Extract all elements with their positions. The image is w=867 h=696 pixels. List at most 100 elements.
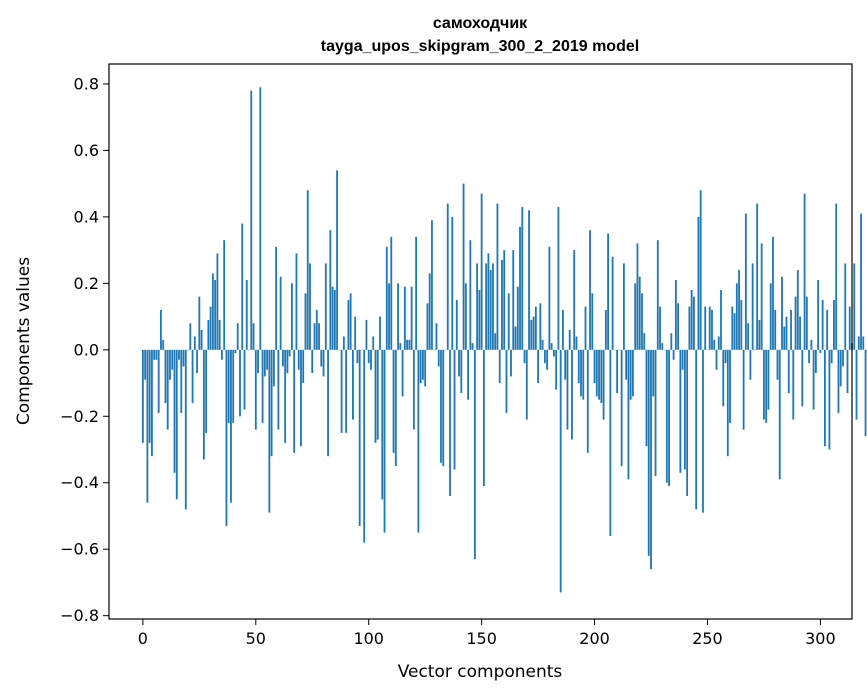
bar <box>318 323 320 350</box>
bar <box>519 226 521 350</box>
y-tick-label: 0.8 <box>74 74 99 93</box>
bar <box>141 349 144 443</box>
bar <box>482 349 485 487</box>
bar <box>751 263 754 350</box>
bar <box>437 349 440 367</box>
bar <box>812 349 815 410</box>
x-tick-label: 50 <box>246 629 266 648</box>
bar <box>182 349 185 367</box>
x-tick-label: 150 <box>466 629 497 648</box>
bar <box>232 349 235 423</box>
bar <box>787 349 790 394</box>
bar <box>534 306 537 350</box>
bar <box>699 190 702 350</box>
bar <box>713 339 716 350</box>
y-tick-label: −0.2 <box>60 407 99 426</box>
bar <box>821 299 824 350</box>
chart-subtitle: tayga_upos_skipgram_300_2_2019 model <box>321 38 639 55</box>
bar <box>731 306 734 350</box>
bar <box>372 336 375 350</box>
bar <box>735 283 738 350</box>
bar <box>830 349 833 364</box>
bar <box>394 349 397 467</box>
bar <box>670 333 673 350</box>
bar <box>629 349 632 400</box>
bar <box>422 349 424 380</box>
bar <box>498 349 501 384</box>
bar <box>489 270 492 350</box>
bar <box>546 349 549 370</box>
bar <box>523 349 526 364</box>
bar <box>347 299 350 350</box>
bar <box>259 87 262 350</box>
bar <box>514 326 517 350</box>
bar <box>733 313 736 350</box>
bar <box>216 253 219 350</box>
bar <box>862 336 865 350</box>
bar <box>243 349 246 410</box>
bar <box>230 349 232 503</box>
bar <box>178 349 180 360</box>
bar <box>729 349 731 423</box>
bars-group <box>141 87 867 593</box>
bar <box>778 349 781 480</box>
bar <box>297 349 300 370</box>
bar <box>313 323 316 350</box>
bar <box>539 303 542 350</box>
bar <box>833 299 835 350</box>
bar <box>559 349 562 593</box>
bar <box>157 349 160 413</box>
bar <box>803 193 806 350</box>
bar <box>363 349 366 543</box>
bar <box>148 349 151 443</box>
bar <box>810 339 813 350</box>
bar <box>582 349 585 400</box>
bar <box>286 349 289 374</box>
bar <box>507 293 510 350</box>
bar <box>627 349 630 480</box>
bar <box>446 203 449 350</box>
bar <box>738 270 740 350</box>
bar <box>790 309 792 350</box>
bar <box>702 349 704 513</box>
bar <box>207 319 210 350</box>
bar <box>555 349 558 390</box>
bar <box>476 263 479 350</box>
bar <box>697 216 700 350</box>
bar <box>835 203 838 350</box>
bar <box>571 349 573 440</box>
bar <box>794 296 797 350</box>
bar <box>200 329 203 350</box>
bar <box>679 349 682 473</box>
bar <box>801 349 804 407</box>
bar <box>189 323 192 350</box>
bar <box>302 349 305 384</box>
bar <box>223 240 226 350</box>
bar <box>521 206 524 350</box>
bar <box>471 343 474 350</box>
bar <box>417 349 420 533</box>
bar <box>819 349 822 354</box>
x-tick-label: 300 <box>805 629 836 648</box>
bar <box>758 319 761 350</box>
bar <box>683 349 686 470</box>
bar <box>268 349 271 513</box>
bar <box>435 323 438 350</box>
bar <box>505 349 508 413</box>
bar <box>604 309 607 350</box>
bar <box>641 293 643 350</box>
bar <box>291 283 293 350</box>
bar <box>525 349 528 420</box>
bar <box>356 349 359 364</box>
bar <box>399 343 402 350</box>
bar <box>625 349 628 380</box>
bar <box>193 336 196 350</box>
bar <box>724 349 727 364</box>
bar <box>756 203 759 350</box>
bar <box>552 349 555 357</box>
bar <box>726 349 729 457</box>
bar <box>611 256 614 350</box>
bar <box>656 240 659 350</box>
bar <box>742 349 745 430</box>
